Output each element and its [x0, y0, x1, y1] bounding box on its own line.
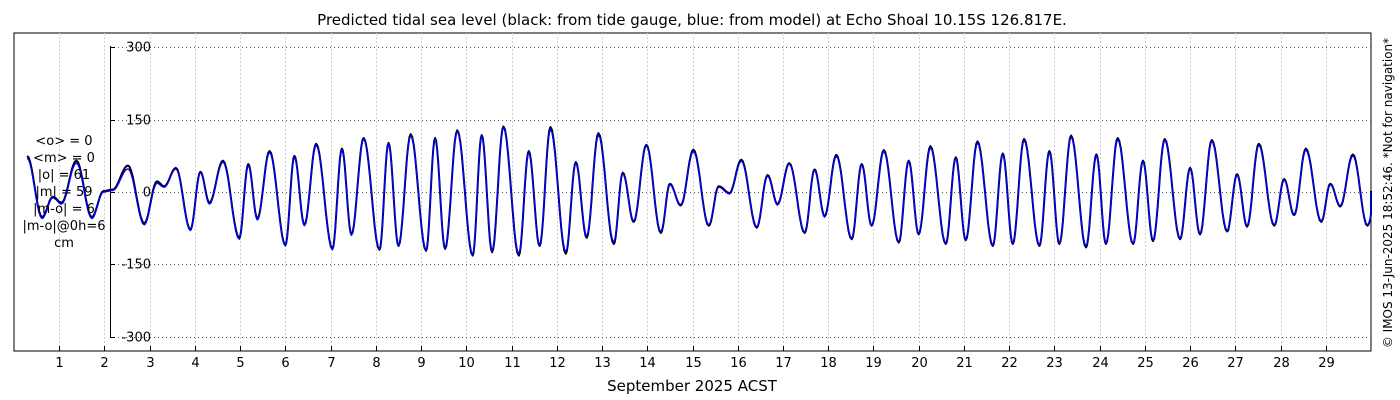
x-tick-label: 10	[458, 356, 475, 371]
x-tick-label: 19	[865, 356, 882, 371]
stat-model-mean: <m> = 0	[33, 151, 95, 166]
y-tick-label: 150	[126, 114, 151, 129]
series-layer	[26, 125, 1372, 257]
x-tick-label: 27	[1227, 356, 1244, 371]
chart-title: Predicted tidal sea level (black: from t…	[317, 11, 1067, 29]
x-tick-label: 29	[1318, 356, 1335, 371]
x-tick-label: 15	[685, 356, 702, 371]
y-tick-label: -300	[121, 331, 151, 346]
y-tick-label: 0	[143, 186, 151, 201]
x-tick-layer: 1 2 3 4 5 6 7 8 9 10 11 12 13 14 15 16 17 18 19 20 21 22 23 24 2…	[55, 346, 1335, 371]
stat-obs-mean: <o> = 0	[35, 134, 93, 149]
x-tick-label: 13	[594, 356, 611, 371]
x-tick-label: 28	[1273, 356, 1290, 371]
x-tick-label: 5	[236, 356, 244, 371]
y-tick-label: 300	[126, 41, 151, 56]
stat-diff-abs: |m-o| = 6	[33, 202, 95, 217]
series-line-gauge	[26, 125, 1372, 257]
watermark-text: © IMOS 13-Jun-2025 18:52:46. *Not for na…	[1381, 38, 1395, 348]
stat-diff-abs-0h: |m-o|@0h=6	[22, 219, 106, 234]
x-tick-label: 17	[775, 356, 792, 371]
x-tick-label: 8	[372, 356, 380, 371]
x-tick-label: 2	[100, 356, 108, 371]
x-tick-label: 1	[55, 356, 63, 371]
x-tick-label: 24	[1092, 356, 1109, 371]
y-tick-label: -150	[121, 258, 151, 273]
x-tick-label: 23	[1046, 356, 1063, 371]
grid-layer	[59, 33, 1371, 351]
x-tick-label: 18	[820, 356, 837, 371]
y-tick-layer: 300 150 0 -150 -300	[110, 41, 151, 346]
x-tick-label: 16	[730, 356, 747, 371]
stat-model-abs: |m| = 59	[35, 185, 93, 200]
x-tick-label: 21	[956, 356, 973, 371]
stat-obs-abs: |o| = 61	[37, 168, 91, 183]
x-tick-label: 3	[146, 356, 154, 371]
x-tick-label: 9	[417, 356, 425, 371]
stat-unit: cm	[54, 236, 74, 251]
x-tick-label: 26	[1182, 356, 1199, 371]
x-axis-label: September 2025 ACST	[607, 377, 778, 395]
x-tick-label: 25	[1137, 356, 1154, 371]
x-tick-label: 12	[549, 356, 566, 371]
x-tick-label: 7	[327, 356, 335, 371]
stats-panel: <o> = 0 <m> = 0 |o| = 61 |m| = 59 |m-o| …	[20, 133, 108, 252]
x-tick-label: 6	[281, 356, 289, 371]
plot-frame	[13, 32, 1372, 352]
x-tick-label: 11	[504, 356, 521, 371]
series-line-model	[26, 126, 1372, 256]
x-tick-label: 14	[639, 356, 656, 371]
x-tick-label: 4	[191, 356, 199, 371]
x-tick-label: 20	[911, 356, 928, 371]
x-tick-label: 22	[1001, 356, 1018, 371]
